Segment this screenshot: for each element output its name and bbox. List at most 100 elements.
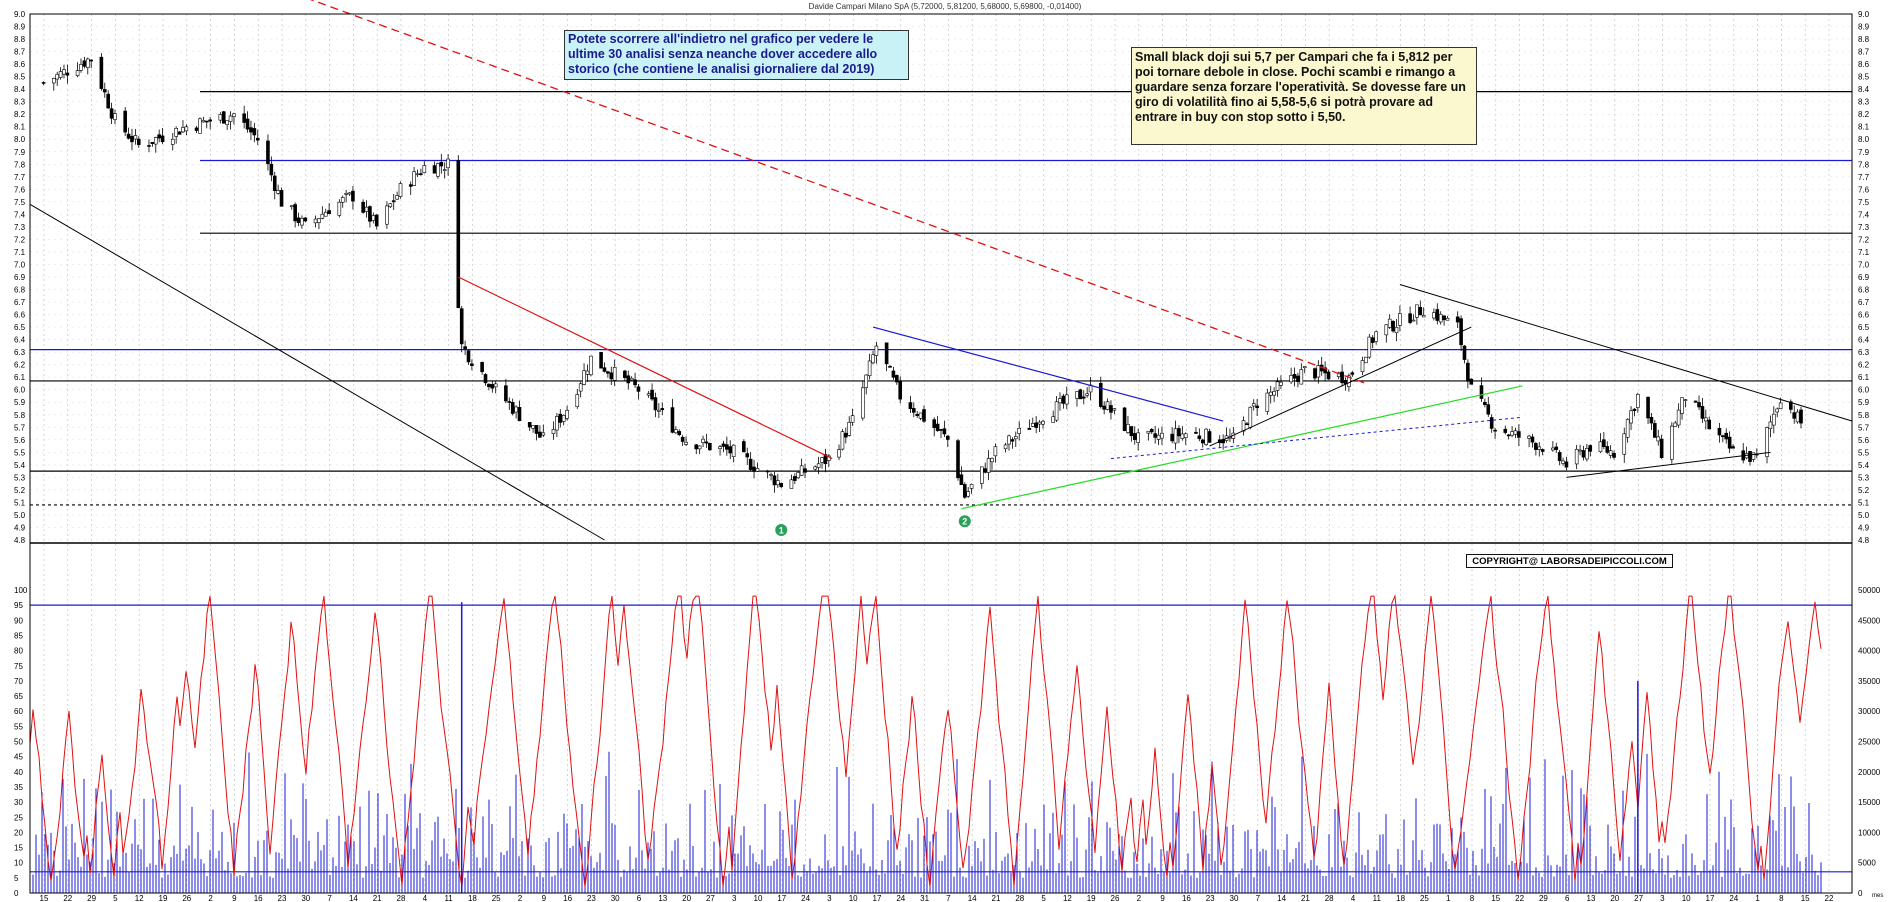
candle-body	[1003, 444, 1008, 450]
candle-body	[956, 440, 960, 479]
y-tick-label-left: 5.9	[14, 398, 26, 407]
candle-body	[765, 470, 770, 473]
volume-tick-label: 0	[1858, 889, 1863, 898]
candle-body	[1034, 422, 1038, 428]
y-tick-label-right: 7.4	[1858, 210, 1870, 219]
y-tick-label-left: 8.1	[14, 123, 26, 132]
candle-body	[99, 56, 104, 89]
osc-tick-label: 100	[14, 586, 28, 595]
candle-body	[58, 71, 63, 78]
candle-body	[742, 441, 746, 453]
candle-body	[317, 218, 321, 223]
candle-body	[106, 93, 110, 109]
candle-body	[1540, 449, 1545, 452]
candle-body	[79, 64, 83, 71]
oscillator-line	[29, 594, 1822, 887]
candle-body	[113, 113, 117, 120]
x-tick-label: 10	[754, 894, 763, 902]
candle-body	[1292, 374, 1297, 379]
candle-body	[198, 118, 202, 134]
candle-body	[626, 375, 631, 384]
candle-body	[1510, 431, 1514, 436]
y-tick-label-right: 7.8	[1858, 160, 1870, 169]
candle-body	[1241, 420, 1246, 432]
candle-body	[772, 475, 777, 486]
candle-body	[1585, 448, 1589, 460]
candle-body	[276, 190, 280, 194]
candle-body	[969, 483, 974, 489]
volume-tick-label: 30000	[1858, 707, 1881, 716]
candle-body	[432, 165, 437, 174]
x-tick-label: 22	[1515, 894, 1524, 902]
candle-body	[1272, 390, 1276, 396]
candle-body	[1445, 317, 1450, 321]
candle-body	[629, 377, 634, 381]
y-tick-label-right: 6.3	[1858, 348, 1870, 357]
x-tick-label: 9	[232, 894, 237, 902]
candle-body	[1387, 318, 1392, 328]
candle-body	[1554, 446, 1559, 450]
candle-body	[1323, 367, 1327, 374]
x-tick-label: 25	[492, 894, 501, 902]
y-tick-label-right: 7.1	[1858, 248, 1870, 257]
candle-body	[1707, 419, 1712, 430]
y-tick-label-right: 6.1	[1858, 373, 1870, 382]
x-tick-label: 8	[1779, 894, 1784, 902]
candle-body	[1670, 425, 1674, 460]
candle-body	[1007, 435, 1011, 445]
candle-body	[1632, 408, 1637, 411]
y-tick-label-right: 7.2	[1858, 235, 1870, 244]
price-panel	[30, 53, 1852, 506]
x-tick-label: 20	[1610, 894, 1619, 902]
x-tick-label: 16	[563, 894, 572, 902]
x-tick-label: 7	[327, 894, 332, 902]
candle-body	[446, 158, 450, 169]
candle-body	[1455, 316, 1460, 323]
candle-body	[371, 215, 376, 221]
trendline-triangle-low	[1566, 451, 1771, 478]
candle-body	[959, 474, 964, 485]
candle-body	[245, 118, 250, 130]
candle-body	[561, 415, 566, 422]
candle-body	[1731, 446, 1735, 449]
candle-body	[204, 120, 209, 123]
x-tick-label: 28	[1015, 894, 1024, 902]
candle-body	[157, 134, 161, 139]
candle-body	[1778, 402, 1783, 409]
x-tick-label: 21	[992, 894, 1001, 902]
candle-body	[945, 435, 950, 440]
candle-body	[255, 137, 260, 141]
candle-body	[1581, 450, 1586, 458]
candle-body	[1411, 319, 1416, 322]
osc-tick-label: 15	[14, 844, 23, 853]
candle-body	[337, 201, 342, 216]
candle-body	[891, 370, 896, 378]
trendline-long-down	[29, 203, 605, 541]
trendline-red-dashed	[310, 0, 1367, 385]
candle-body	[1105, 401, 1110, 410]
candle-body	[599, 352, 603, 369]
candle-body	[419, 173, 423, 175]
candle-body	[820, 457, 824, 463]
candle-body	[755, 468, 760, 472]
x-tick-label: 15	[1801, 894, 1810, 902]
candle-body	[75, 70, 80, 76]
y-tick-label-left: 6.4	[14, 336, 26, 345]
candle-body	[364, 206, 369, 212]
x-tick-label: 7	[1256, 894, 1261, 902]
candle-body	[837, 449, 841, 458]
candle-body	[293, 204, 297, 222]
y-tick-label-right: 6.8	[1858, 286, 1870, 295]
candle-body	[912, 408, 916, 413]
y-tick-label-left: 5.1	[14, 498, 26, 507]
candle-body	[160, 135, 165, 143]
candle-body	[150, 142, 155, 144]
y-tick-label-left: 8.2	[14, 110, 26, 119]
candle-body	[1724, 432, 1729, 440]
candle-body	[1608, 450, 1613, 456]
y-tick-label-left: 8.3	[14, 98, 26, 107]
x-tick-label: 21	[1301, 894, 1310, 902]
candle-body	[1204, 428, 1208, 445]
candle-body	[1588, 445, 1593, 452]
candle-body	[327, 210, 331, 215]
